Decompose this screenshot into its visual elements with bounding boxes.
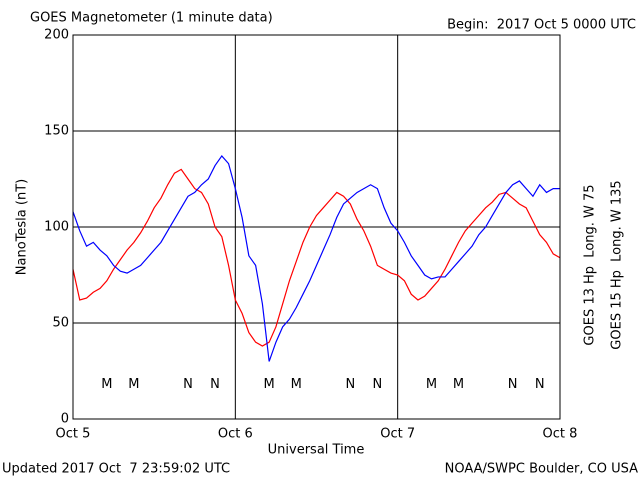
- time-marker: M: [453, 377, 464, 392]
- time-marker: N: [345, 377, 355, 392]
- x-tick-label: Oct 7: [380, 427, 415, 442]
- y-tick-label: 50: [52, 316, 69, 331]
- time-marker: M: [426, 377, 437, 392]
- series-line: [72, 154, 560, 362]
- y-tick-label: 0: [61, 412, 69, 427]
- time-marker: M: [128, 377, 139, 392]
- x-tick-label: Oct 8: [543, 427, 578, 442]
- y-tick-label: 200: [44, 28, 69, 43]
- time-marker: M: [101, 377, 112, 392]
- y-tick-label: 100: [44, 220, 69, 235]
- footer-right: NOAA/SWPC Boulder, CO USA: [445, 462, 638, 477]
- time-marker: N: [183, 377, 193, 392]
- time-marker: M: [264, 377, 275, 392]
- time-marker: N: [508, 377, 518, 392]
- time-marker: N: [210, 377, 220, 392]
- begin-label: Begin: 2017 Oct 5 0000 UTC: [447, 18, 636, 33]
- footer-left: Updated 2017 Oct 7 23:59:02 UTC: [2, 462, 230, 477]
- series-line: [72, 168, 561, 347]
- x-tick-label: Oct 5: [56, 427, 91, 442]
- plot-frame: [72, 34, 561, 420]
- y-tick-label: 150: [44, 124, 69, 139]
- time-marker: M: [291, 377, 302, 392]
- x-tick-label: Oct 6: [218, 427, 253, 442]
- y-axis-label: NanoTesla (nT): [15, 179, 30, 275]
- legend-entry: GOES 13 Hp Long. W 75: [583, 184, 598, 345]
- chart-title: GOES Magnetometer (1 minute data): [30, 11, 273, 26]
- x-axis-label: Universal Time: [268, 443, 365, 458]
- legend-entry: GOES 15 Hp Long. W 135: [610, 180, 625, 349]
- time-marker: N: [535, 377, 545, 392]
- time-marker: N: [373, 377, 383, 392]
